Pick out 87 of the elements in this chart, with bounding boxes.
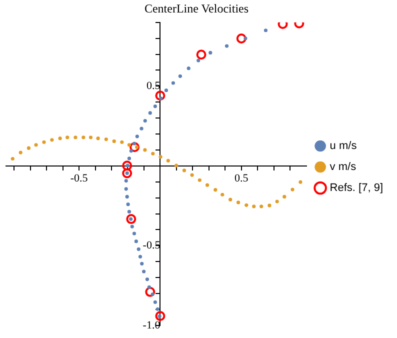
point (122, 168, 132, 178)
point (155, 90, 166, 101)
point (166, 158, 170, 162)
legend-label: v m/s (330, 161, 357, 174)
point (264, 28, 268, 32)
point (208, 50, 212, 54)
point (127, 143, 132, 147)
point (112, 139, 116, 144)
point (127, 210, 132, 214)
point (122, 160, 132, 171)
point (153, 104, 157, 108)
point (140, 262, 144, 266)
point (252, 204, 256, 208)
point (142, 270, 146, 274)
point (182, 168, 186, 172)
point (155, 310, 166, 321)
point (82, 136, 86, 140)
point (186, 66, 190, 70)
point (151, 152, 155, 156)
point (34, 143, 38, 147)
point (104, 137, 108, 142)
point (158, 155, 162, 159)
point (220, 192, 224, 196)
point (124, 178, 128, 183)
point (127, 156, 132, 160)
point (150, 292, 154, 296)
point (153, 300, 157, 304)
point (198, 178, 202, 182)
point (164, 88, 168, 92)
point (143, 118, 147, 123)
point (145, 278, 150, 282)
point (18, 150, 22, 154)
point (135, 145, 139, 149)
point (42, 140, 46, 144)
point (125, 194, 129, 199)
point (129, 149, 133, 153)
point (174, 164, 178, 168)
point (88, 136, 93, 140)
point (26, 146, 31, 150)
y-tick-label: -0.5 (142, 240, 161, 252)
point (178, 74, 182, 78)
point (120, 140, 124, 144)
point (126, 202, 130, 206)
point (126, 214, 136, 224)
point (298, 180, 302, 184)
point (196, 50, 206, 60)
point (136, 247, 140, 251)
point (96, 136, 100, 140)
point (66, 136, 70, 140)
chart-title: CenterLine Velocities (144, 1, 249, 16)
point (244, 36, 248, 40)
point (124, 187, 128, 191)
y-tick-label: 0.5 (146, 80, 161, 92)
point (236, 34, 246, 44)
point (10, 156, 14, 161)
legend-label: u m/s (330, 140, 358, 152)
point (147, 285, 151, 289)
point (275, 200, 279, 204)
point (268, 204, 272, 208)
point (190, 173, 194, 177)
point (132, 142, 136, 146)
point (205, 183, 210, 187)
point (224, 44, 229, 48)
point (260, 204, 264, 208)
point (214, 188, 218, 192)
point (74, 136, 78, 140)
point (159, 96, 163, 100)
point (135, 134, 139, 138)
point (244, 203, 248, 207)
point (196, 58, 200, 62)
point (130, 142, 140, 152)
point (140, 126, 144, 130)
legend-label: Refs. [7, 9] (330, 182, 384, 194)
point (143, 148, 147, 152)
point (171, 81, 175, 85)
point (50, 138, 54, 142)
point (228, 198, 232, 202)
point (236, 200, 240, 204)
point (58, 136, 62, 140)
point (148, 111, 152, 115)
point (282, 194, 286, 199)
point (130, 224, 134, 228)
point (138, 254, 142, 258)
point (290, 188, 294, 192)
point (145, 286, 156, 297)
point (132, 232, 136, 236)
point (134, 240, 138, 244)
